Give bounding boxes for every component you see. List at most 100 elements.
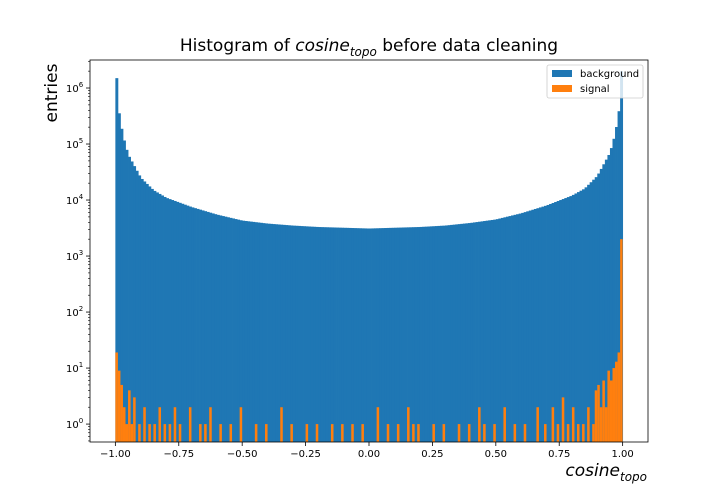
x-tick-label: 0.50 [485, 449, 507, 460]
signal-bar [467, 424, 471, 442]
background-bar [490, 219, 494, 442]
background-bar [363, 228, 367, 442]
signal-bar [582, 424, 585, 442]
background-bar [554, 202, 558, 442]
background-bar [199, 209, 202, 442]
signal-bar [168, 424, 172, 442]
background-bar [158, 193, 162, 442]
signal-bar [412, 424, 415, 442]
background-bar [549, 203, 553, 442]
signal-bar [128, 390, 131, 442]
signal-bar [609, 380, 613, 442]
background-bar [211, 213, 215, 442]
x-tick-label: −0.25 [290, 449, 321, 460]
background-bar [574, 193, 578, 442]
background-bar [224, 216, 228, 442]
signal-bar [536, 407, 539, 442]
background-bar [379, 228, 383, 442]
chart-title-suffix: before data cleaning [377, 36, 558, 56]
signal-bar [315, 424, 319, 442]
background-bar [176, 201, 180, 442]
background-bar [366, 228, 370, 442]
signal-bar [612, 368, 616, 442]
background-bar [602, 164, 606, 442]
x-tick-label: 0.75 [548, 449, 570, 460]
background-bar [206, 211, 210, 442]
background-bar [181, 203, 185, 442]
x-axis-label-var: cosine [565, 461, 620, 481]
signal-bar [620, 239, 623, 442]
background-bar [262, 223, 266, 442]
signal-bar [133, 397, 136, 442]
background-bar [249, 221, 253, 442]
background-bar [472, 222, 476, 442]
background-bar [445, 225, 449, 442]
background-bar [226, 217, 230, 442]
legend-swatch-signal [552, 85, 572, 92]
x-tick-label: −0.75 [163, 449, 194, 460]
signal-bar [544, 424, 547, 442]
signal-bar [115, 352, 118, 442]
background-bar [282, 224, 286, 442]
x-axis: −1.00 −0.75 −0.50 −0.25 0.00 0.25 0.50 0.75 1.00 [100, 442, 634, 460]
background-bar [475, 222, 479, 442]
signal-bar [478, 407, 481, 442]
signal-bar [599, 407, 603, 442]
background-bar [467, 223, 471, 442]
signal-bar [120, 384, 123, 442]
background-bar [556, 201, 560, 442]
signal-bar [523, 424, 527, 442]
x-axis-label: cosinetopo [565, 461, 647, 484]
background-bar [452, 224, 456, 442]
background-bar [287, 225, 291, 442]
background-bar [305, 226, 309, 442]
background-bar [247, 221, 251, 442]
background-bar [297, 225, 301, 442]
background-bar [333, 227, 337, 442]
background-bar [429, 226, 433, 442]
signal-bar [602, 380, 605, 442]
background-bar [414, 227, 418, 442]
signal-bar [571, 407, 575, 442]
background-bar [412, 227, 416, 442]
background-bar [432, 226, 436, 442]
signal-bar [290, 424, 293, 442]
signal-bar [551, 407, 555, 442]
background-bar [242, 220, 246, 442]
background-bar [544, 205, 547, 442]
signal-bar [188, 407, 192, 442]
background-bar [214, 214, 218, 442]
background-bar [239, 220, 243, 442]
signal-bar [432, 424, 435, 442]
background-bar [584, 187, 588, 442]
background-bar [503, 217, 507, 442]
x-tick-label: −1.00 [100, 449, 131, 460]
signal-bar [239, 407, 243, 442]
background-bar [480, 221, 484, 442]
background-bar [161, 195, 164, 442]
legend: background signal [546, 64, 644, 99]
signal-bar [376, 407, 380, 442]
background-bar [186, 205, 190, 442]
background-bar [234, 219, 238, 442]
background-bar [328, 227, 332, 442]
x-tick-label: −0.50 [227, 449, 258, 460]
signal-bar [457, 424, 461, 442]
background-bar [343, 227, 347, 442]
background-bar [219, 215, 223, 442]
signal-bar [173, 407, 177, 442]
background-bar [196, 208, 200, 442]
background-bar [346, 227, 350, 442]
background-bar [541, 206, 545, 442]
signal-bar [576, 424, 580, 442]
background-bar [526, 211, 530, 442]
plot-area [89, 59, 649, 443]
background-bar [221, 216, 225, 442]
background-bar [592, 179, 596, 442]
y-axis-label: entries [42, 63, 62, 122]
background-bar [371, 228, 375, 442]
legend-label-background: background [580, 69, 639, 80]
background-bar [115, 78, 119, 442]
background-bar [145, 183, 149, 442]
background-bar [457, 224, 461, 442]
